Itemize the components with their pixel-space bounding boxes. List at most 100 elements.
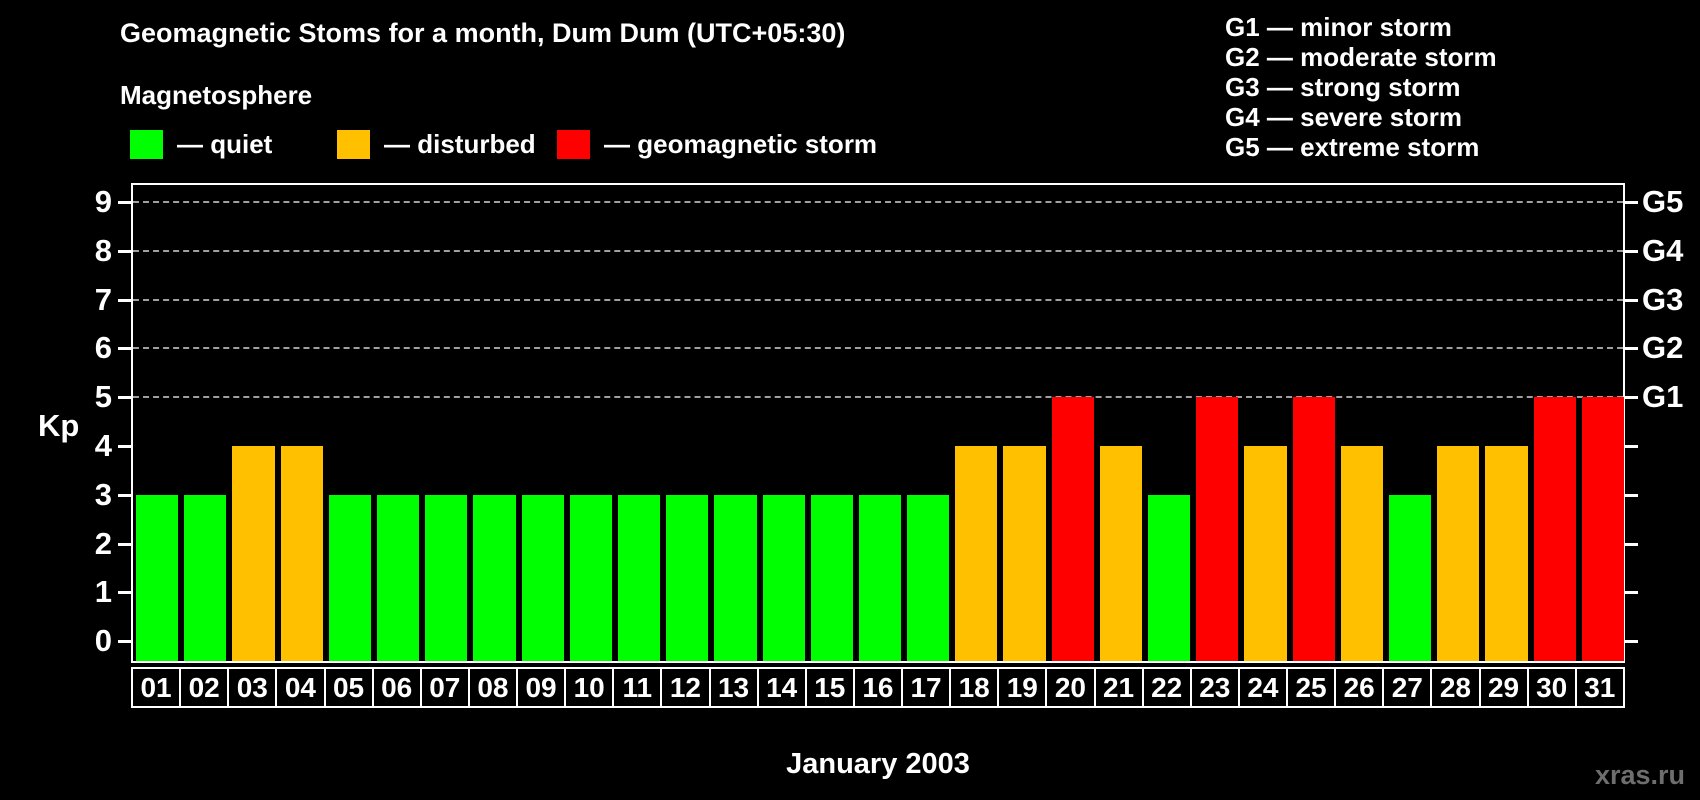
chart-title: Geomagnetic Stoms for a month, Dum Dum (…	[120, 18, 846, 48]
x-axis-day-label: 19	[997, 667, 1048, 708]
g-scale-legend-item: G3 — strong storm	[1225, 72, 1461, 102]
x-axis-day-label: 24	[1237, 667, 1288, 708]
x-axis-day-label: 14	[756, 667, 807, 708]
bar-day-21	[1099, 446, 1143, 661]
y-axis-tick-right	[1625, 298, 1638, 302]
x-axis-day-label: 15	[804, 667, 855, 708]
g-axis-label-g5: G5	[1642, 184, 1684, 219]
y-axis-tick-right	[1625, 249, 1638, 253]
legend-label-disturbed: — disturbed	[384, 129, 536, 159]
bar-day-26	[1340, 446, 1384, 661]
x-axis-day-label: 06	[371, 667, 422, 708]
bar-day-28	[1437, 446, 1480, 661]
x-axis-day-label: 28	[1430, 667, 1481, 708]
x-axis-day-label: 25	[1286, 667, 1337, 708]
bar-day-10	[569, 494, 612, 661]
g-axis-label-g4: G4	[1642, 232, 1684, 268]
x-axis-day-label: 08	[467, 667, 518, 708]
bar-day-13	[714, 494, 757, 661]
x-axis-day-label: 23	[1189, 667, 1240, 708]
y-axis-tick-left	[118, 298, 131, 302]
y-axis-tick-label: 7	[94, 281, 112, 317]
bar-day-17	[907, 494, 950, 661]
x-axis-day-label: 09	[516, 667, 567, 708]
x-axis-day-label: 10	[564, 667, 615, 708]
x-axis-label: January 2003	[786, 748, 970, 780]
g-scale-legend-item: G5 — extreme storm	[1225, 132, 1480, 162]
legend-item-storm: — geomagnetic storm	[557, 129, 877, 160]
g-scale-legend-item: G2 — moderate storm	[1225, 42, 1497, 72]
bar-day-11	[617, 494, 661, 661]
y-axis-tick-left	[118, 640, 131, 644]
y-axis-tick-label: 3	[94, 476, 112, 512]
y-axis-tick-label: 4	[94, 428, 112, 463]
y-axis-tick-right	[1625, 396, 1638, 400]
y-axis-tick-left	[118, 201, 131, 204]
bar-day-24	[1244, 446, 1287, 661]
x-axis-day-label: 29	[1478, 667, 1529, 708]
y-axis-tick-left	[118, 542, 131, 546]
y-axis-tick-left	[118, 591, 131, 595]
bar-day-12	[666, 494, 709, 661]
y-axis-tick-right	[1625, 591, 1638, 595]
gridline-kp-5	[133, 396, 1623, 399]
bar-day-07	[425, 494, 468, 661]
y-axis-tick-left	[118, 396, 131, 400]
legend-label-quiet: — quiet	[177, 129, 273, 159]
y-axis-tick-label: 6	[94, 330, 112, 366]
x-axis-day-label: 21	[1093, 667, 1144, 708]
g-axis-label-g2: G2	[1642, 330, 1684, 366]
y-axis-tick-label: 0	[94, 623, 112, 659]
x-axis-day-label: 03	[227, 667, 278, 708]
plot-area	[131, 183, 1625, 663]
g-axis-label-g1: G1	[1642, 379, 1684, 415]
x-axis-day-label: 07	[419, 667, 470, 708]
x-axis-day-label: 02	[179, 667, 230, 708]
gridline-kp-6	[133, 347, 1623, 350]
legend-item-disturbed: — disturbed	[337, 129, 536, 160]
bar-day-01	[136, 494, 179, 661]
bar-day-18	[955, 446, 998, 661]
legend-swatch-disturbed	[337, 130, 370, 159]
x-axis-day-row: 01 02 03 04 05 06 07 08 09 10 11 12 13 14 15 16 17 18 19 20…	[131, 667, 1625, 708]
g-axis-label-g3: G3	[1642, 281, 1684, 317]
x-axis-day-label: 17	[901, 667, 952, 708]
y-axis-tick-left	[118, 347, 131, 351]
g-scale-legend: G1 — minor storm G2 — moderate storm G3 — …	[1225, 12, 1497, 162]
legend-swatch-storm	[557, 130, 590, 159]
y-axis-tick-label: 8	[94, 232, 112, 268]
y-axis-tick-right	[1625, 640, 1638, 644]
gridline-kp-7	[133, 298, 1623, 301]
bar-day-31	[1581, 397, 1624, 661]
x-axis-day-label: 27	[1382, 667, 1433, 708]
y-axis-tick-right	[1625, 493, 1638, 497]
watermark: xras.ru	[1594, 760, 1685, 790]
x-axis-day-label: 04	[275, 667, 326, 708]
y-axis-tick-right	[1625, 347, 1638, 351]
x-axis-day-label: 12	[660, 667, 711, 708]
x-axis-day-label: 01	[131, 667, 182, 708]
y-axis-tick-left	[118, 445, 131, 448]
x-axis-day-label: 26	[1334, 667, 1385, 708]
y-axis-tick-right	[1625, 201, 1638, 204]
x-axis-day-label: 30	[1526, 667, 1577, 708]
bar-day-02	[184, 494, 227, 661]
bar-day-20	[1051, 397, 1094, 661]
g-scale-legend-item: G4 — severe storm	[1225, 102, 1463, 132]
y-axis-tick-right	[1625, 445, 1638, 448]
bar-day-15	[810, 494, 853, 661]
bar-day-04	[280, 446, 323, 661]
y-axis-label: Kp	[38, 408, 80, 443]
x-axis-day-label: 05	[323, 667, 374, 708]
bar-day-14	[762, 494, 805, 661]
y-axis-tick-label: 5	[94, 379, 112, 415]
bar-day-09	[521, 494, 564, 661]
bar-day-16	[858, 494, 902, 661]
y-axis-tick-label: 9	[94, 184, 112, 219]
x-axis-day-label: 18	[949, 667, 1000, 708]
bar-day-29	[1485, 446, 1528, 661]
x-axis-day-label: 22	[1141, 667, 1192, 708]
gridline-kp-9	[133, 201, 1623, 203]
legend-swatch-quiet	[130, 130, 163, 159]
